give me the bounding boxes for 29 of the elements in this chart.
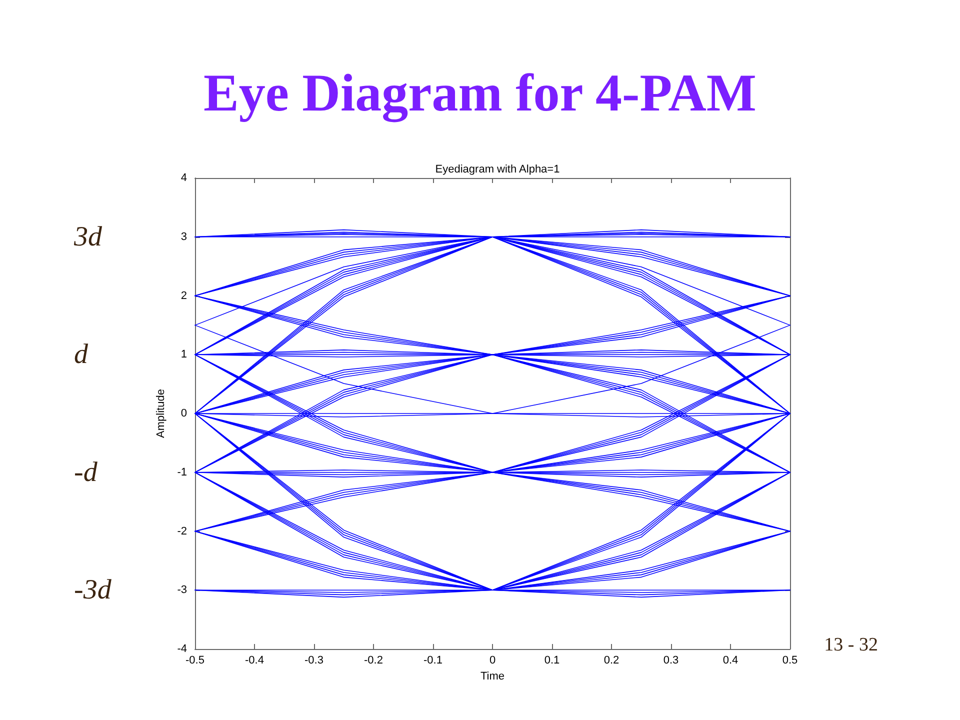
y-tick-label: 1 (180, 348, 187, 361)
y-tick-label: 4 (180, 172, 187, 184)
text: -3d (74, 574, 112, 606)
y-tick-label: 3 (180, 230, 187, 243)
x-tick-label: -0.5 (186, 654, 204, 666)
x-tick-label: -0.1 (424, 654, 442, 666)
x-tick-label: -0.4 (245, 654, 264, 666)
chart-title: Eye Diagram for 4-PAM (204, 64, 756, 122)
y-tick-label: -2 (177, 525, 187, 538)
chart-subtitle: Eyediagram with Alpha=1 (435, 164, 560, 176)
x-tick-label: -0.3 (304, 654, 324, 666)
x-axis-title: Time (480, 670, 505, 682)
x-tick-label: 0.4 (722, 654, 738, 666)
y-tick-label: -1 (177, 466, 187, 478)
x-tick-label: 0.1 (544, 654, 560, 666)
y-tick-label: -3 (177, 584, 187, 596)
x-tick-label: 0 (489, 654, 496, 666)
y-tick-label: 0 (180, 408, 187, 420)
x-tick-label: 0.2 (604, 654, 620, 666)
text: -d (74, 456, 98, 488)
y-tick-label: 2 (180, 290, 187, 302)
text: 3d (73, 221, 103, 252)
y-axis-title: Amplitude (154, 389, 167, 438)
x-tick-label: 0.5 (782, 654, 798, 666)
text: 13 - 32 (824, 634, 878, 656)
y-tick-label: -4 (177, 643, 187, 655)
x-tick-label: -0.2 (364, 654, 383, 666)
text: d (74, 339, 89, 370)
x-tick-label: 0.3 (663, 654, 679, 666)
